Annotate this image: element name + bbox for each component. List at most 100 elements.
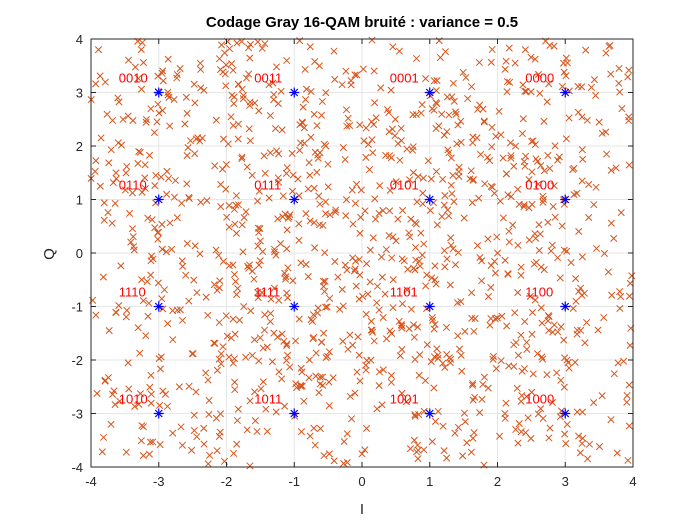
noise-point bbox=[107, 420, 115, 428]
noise-point bbox=[616, 288, 624, 296]
noise-point bbox=[164, 320, 172, 328]
noise-point bbox=[625, 292, 634, 300]
noise-point bbox=[254, 294, 262, 302]
noise-point bbox=[242, 353, 250, 361]
noise-point bbox=[225, 353, 233, 361]
noise-point bbox=[361, 207, 369, 215]
noise-point bbox=[150, 128, 159, 137]
noise-point bbox=[341, 155, 349, 164]
noise-point bbox=[368, 136, 376, 144]
noise-point bbox=[464, 95, 472, 103]
noise-point bbox=[310, 311, 318, 319]
noise-point bbox=[139, 423, 147, 431]
noise-point bbox=[366, 246, 374, 254]
noise-point bbox=[578, 177, 586, 185]
noise-point bbox=[239, 95, 247, 103]
noise-point bbox=[520, 157, 528, 166]
noise-point bbox=[391, 132, 399, 140]
noise-point bbox=[146, 438, 155, 446]
noise-point bbox=[100, 199, 108, 207]
noise-point bbox=[364, 140, 372, 148]
noise-point bbox=[260, 326, 269, 334]
noise-point bbox=[354, 333, 362, 341]
constellation-point bbox=[153, 194, 164, 205]
symbol-label: 1011 bbox=[254, 392, 282, 407]
noise-point bbox=[171, 176, 179, 185]
x-axis-label: I bbox=[360, 501, 364, 518]
noise-point bbox=[175, 383, 183, 391]
noise-point bbox=[448, 190, 456, 198]
noise-point bbox=[453, 140, 461, 148]
noise-point bbox=[259, 378, 267, 386]
noise-point bbox=[103, 110, 111, 118]
noise-point bbox=[176, 65, 184, 73]
noise-point bbox=[261, 40, 269, 48]
noise-point bbox=[460, 409, 469, 417]
noise-point bbox=[479, 105, 487, 113]
noise-point bbox=[185, 297, 193, 305]
noise-point bbox=[310, 219, 318, 227]
noise-point bbox=[572, 297, 580, 305]
noise-point bbox=[349, 254, 357, 262]
noise-point bbox=[316, 373, 324, 381]
noise-point bbox=[454, 248, 462, 257]
noise-point bbox=[594, 326, 602, 334]
noise-point bbox=[563, 59, 572, 67]
noise-point bbox=[146, 383, 154, 391]
noise-point bbox=[274, 174, 282, 182]
symbol-label: 0111 bbox=[254, 178, 281, 193]
noise-point bbox=[353, 368, 361, 376]
noise-point bbox=[537, 405, 545, 413]
noise-point bbox=[206, 451, 214, 459]
noise-point bbox=[366, 278, 374, 286]
noise-point bbox=[184, 144, 192, 152]
noise-point bbox=[560, 68, 568, 76]
noise-point bbox=[368, 328, 377, 336]
y-tick-label: 3 bbox=[76, 86, 83, 101]
noise-point bbox=[279, 213, 287, 221]
noise-point bbox=[246, 40, 255, 48]
noise-point bbox=[515, 420, 523, 428]
noise-point bbox=[462, 73, 470, 82]
symbol-labels: 0010 0011 0001 0000 0110 0111 0101 0100 1110 1111… bbox=[119, 71, 554, 407]
noise-point bbox=[549, 202, 557, 211]
noise-point bbox=[411, 219, 419, 227]
noise-point bbox=[424, 157, 432, 165]
noise-point bbox=[231, 386, 239, 394]
noise-point bbox=[233, 291, 241, 299]
noise-point bbox=[406, 445, 415, 453]
noise-point bbox=[108, 219, 116, 227]
noise-point bbox=[244, 44, 253, 52]
noise-point bbox=[351, 265, 359, 273]
noise-point bbox=[441, 191, 449, 200]
noise-point bbox=[217, 180, 225, 189]
noise-point bbox=[275, 150, 283, 158]
noise-point bbox=[386, 327, 394, 335]
noise-point bbox=[370, 67, 378, 75]
noise-point bbox=[612, 164, 620, 172]
noise-point bbox=[217, 350, 225, 358]
constellation-point bbox=[289, 408, 300, 419]
noise-point bbox=[271, 125, 280, 133]
noise-point bbox=[267, 295, 275, 303]
noise-point bbox=[564, 359, 572, 367]
noise-point bbox=[558, 82, 566, 91]
noise-point bbox=[510, 162, 518, 170]
noise-point bbox=[625, 422, 633, 430]
noise-point bbox=[261, 169, 269, 177]
noise-point bbox=[284, 214, 292, 223]
noise-point bbox=[310, 110, 318, 118]
noise-point bbox=[200, 86, 208, 94]
noise-point bbox=[138, 276, 146, 284]
noise-point bbox=[185, 194, 193, 203]
noise-point bbox=[326, 294, 334, 302]
noise-point bbox=[304, 185, 312, 193]
noise-point bbox=[432, 280, 440, 288]
noise-point bbox=[105, 159, 113, 167]
noise-point bbox=[371, 99, 379, 107]
noise-point bbox=[313, 122, 321, 130]
noise-point bbox=[507, 154, 515, 162]
noise-point bbox=[127, 238, 135, 246]
noise-point bbox=[230, 270, 239, 278]
